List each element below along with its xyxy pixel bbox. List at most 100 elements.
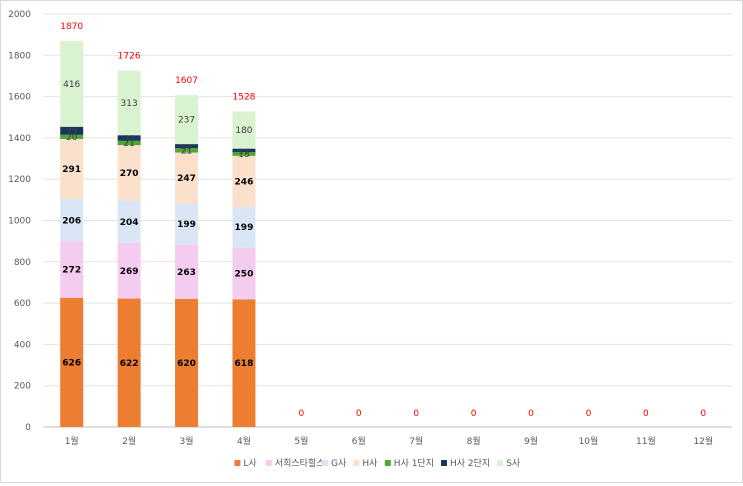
total-label: 0: [413, 409, 419, 419]
bar-segment: [117, 145, 141, 201]
data-label: 17: [238, 146, 249, 156]
data-label: 313: [121, 99, 138, 109]
y-tick-label: 1000: [8, 217, 31, 227]
y-tick-label: 200: [14, 382, 31, 392]
legend-label: L사: [243, 458, 257, 469]
bar-segment: [60, 134, 84, 139]
legend-label: H사: [362, 458, 378, 469]
bar-segment: [175, 95, 199, 145]
y-tick-label: 400: [14, 340, 31, 350]
y-tick-label: 1200: [8, 175, 31, 185]
y-tick-label: 1400: [8, 134, 31, 144]
legend-swatch: [322, 460, 328, 466]
legend-label: G사: [331, 458, 347, 469]
x-tick-label: 8월: [467, 435, 481, 447]
bar-segment: [232, 152, 256, 156]
bar-segment: [175, 144, 199, 149]
total-label: 0: [299, 409, 305, 419]
bar-segment: [60, 126, 84, 135]
legend-swatch: [234, 460, 241, 466]
bar-segment: [60, 138, 84, 200]
data-label: 27: [123, 134, 134, 144]
x-tick-label: 11월: [636, 435, 656, 447]
total-label: 1726: [118, 52, 141, 62]
x-tick-label: 1월: [65, 435, 79, 447]
total-label: 0: [528, 409, 534, 419]
total-label: 0: [471, 409, 477, 419]
data-label: 199: [177, 220, 196, 230]
bar-segment: [175, 148, 199, 153]
data-label: 206: [62, 216, 81, 226]
bar-segment: [175, 152, 199, 204]
x-tick-label: 2월: [122, 435, 136, 447]
data-label: 204: [120, 218, 139, 228]
legend-label: H사 1단지: [394, 458, 434, 469]
bar-segment: [117, 140, 141, 146]
total-label: 0: [586, 409, 592, 419]
legend-swatch: [441, 460, 447, 466]
bar-segment: [117, 200, 141, 244]
data-label: 18: [238, 150, 250, 160]
bar-segment: [232, 111, 256, 149]
bar-segment: [117, 70, 141, 136]
legend-swatch: [265, 460, 272, 466]
bar-segment: [232, 206, 256, 248]
bar-segment: [232, 299, 256, 427]
y-tick-label: 2000: [8, 10, 31, 20]
y-tick-label: 0: [25, 423, 31, 433]
total-label: 1528: [233, 92, 256, 102]
bar-segment: [232, 155, 256, 207]
data-label: 272: [62, 266, 81, 276]
bar-segment: [60, 297, 84, 427]
legend-label: 서희스타힐스: [275, 457, 325, 469]
x-tick-label: 6월: [352, 435, 366, 447]
x-tick-label: 5월: [294, 435, 308, 447]
data-label: 199: [235, 223, 254, 233]
data-label: 21: [181, 146, 192, 156]
bar-segment: [175, 298, 199, 427]
x-tick-label: 7월: [409, 435, 423, 447]
data-label: 20: [66, 133, 78, 143]
data-label: 291: [62, 165, 81, 175]
legend-swatch: [353, 460, 360, 466]
data-label: 237: [178, 116, 195, 126]
x-tick-label: 12월: [693, 435, 713, 447]
data-label: 416: [63, 80, 80, 90]
bar-segment: [232, 247, 256, 300]
x-tick-label: 10월: [579, 435, 599, 447]
legend-swatch: [384, 460, 391, 466]
data-label: 39: [66, 127, 78, 137]
total-label: 1607: [175, 76, 198, 86]
data-label: 263: [177, 268, 196, 278]
total-label: 1870: [60, 22, 83, 32]
data-label: 622: [120, 359, 139, 369]
data-label: 626: [62, 358, 81, 368]
bar-segment: [60, 241, 84, 298]
bar-segment: [117, 298, 141, 427]
data-label: 180: [235, 126, 252, 136]
y-tick-label: 1600: [8, 93, 31, 103]
data-label: 250: [235, 270, 254, 280]
bar-segment: [232, 148, 256, 153]
total-label: 0: [643, 409, 649, 419]
data-label: 270: [120, 169, 139, 179]
legend-label: S사: [506, 458, 521, 469]
bar-segment: [175, 203, 199, 245]
x-tick-label: 4월: [237, 435, 251, 447]
y-tick-label: 1800: [8, 51, 31, 61]
data-label: 21: [123, 139, 134, 149]
bar-segment: [117, 135, 141, 141]
bar-segment: [60, 40, 84, 127]
bar-segment: [175, 244, 199, 299]
data-label: 269: [120, 267, 139, 277]
total-label: 0: [356, 409, 362, 419]
legend-swatch: [497, 460, 504, 466]
total-label: 0: [700, 409, 706, 419]
data-label: 618: [235, 359, 254, 369]
data-label: 620: [177, 359, 196, 369]
data-label: 247: [177, 174, 196, 184]
y-tick-label: 800: [14, 258, 31, 268]
x-tick-label: 9월: [524, 435, 538, 447]
y-tick-label: 600: [14, 299, 31, 309]
